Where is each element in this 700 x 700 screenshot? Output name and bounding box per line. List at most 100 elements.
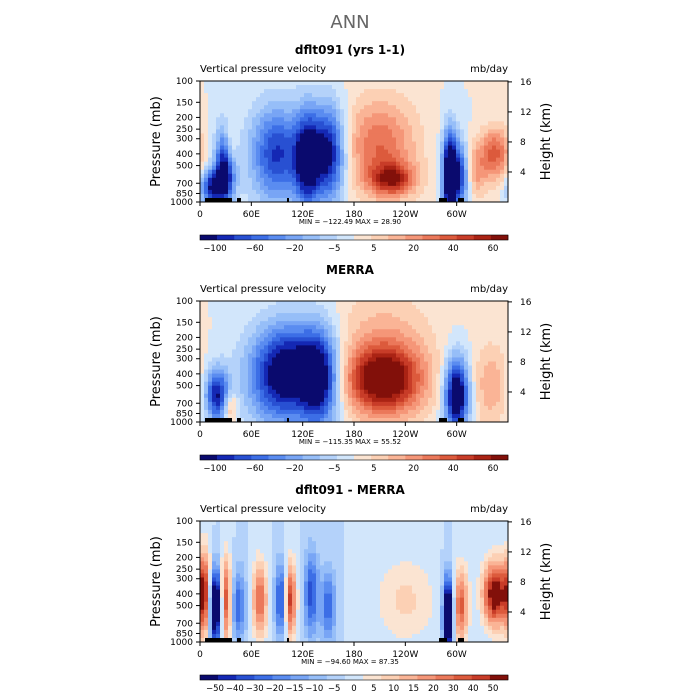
heatmap-cell bbox=[332, 145, 337, 150]
heatmap-cell bbox=[380, 181, 385, 187]
heatmap-cell bbox=[448, 117, 453, 122]
heatmap-cell bbox=[252, 365, 257, 370]
heatmap-cell bbox=[300, 93, 305, 98]
heatmap-cell bbox=[228, 129, 233, 134]
heatmap-cell bbox=[308, 129, 313, 134]
heatmap-cell bbox=[416, 161, 421, 167]
heatmap-cell bbox=[420, 409, 425, 415]
heatmap-cell bbox=[492, 197, 497, 203]
heatmap-cell bbox=[272, 173, 277, 179]
heatmap-cell bbox=[228, 313, 233, 318]
heatmap-cell bbox=[408, 389, 413, 395]
heatmap-cell bbox=[244, 309, 249, 314]
heatmap-cell bbox=[420, 105, 425, 110]
heatmap-cell bbox=[404, 129, 409, 134]
heatmap-cell bbox=[352, 305, 357, 310]
heatmap-cell bbox=[404, 377, 409, 383]
heatmap-cell bbox=[404, 161, 409, 167]
heatmap-cell bbox=[264, 321, 269, 326]
heatmap-cell bbox=[220, 565, 225, 570]
heatmap-cell bbox=[284, 173, 289, 179]
heatmap-cell bbox=[352, 417, 357, 423]
heatmap-cell bbox=[356, 385, 361, 391]
heatmap-cell bbox=[364, 301, 369, 306]
heatmap-cell bbox=[396, 97, 401, 102]
heatmap-cell bbox=[452, 397, 457, 403]
heatmap-cell bbox=[340, 97, 345, 102]
heatmap-cell bbox=[220, 309, 225, 314]
heatmap-cell bbox=[420, 413, 425, 419]
heatmap-cell bbox=[452, 85, 457, 90]
heatmap-cell bbox=[384, 365, 389, 370]
heatmap-cell bbox=[200, 377, 205, 383]
colorbar-swatch bbox=[354, 235, 372, 240]
heatmap-cell bbox=[272, 357, 277, 362]
heatmap-cell bbox=[452, 365, 457, 370]
heatmap-cell bbox=[392, 321, 397, 326]
heatmap-cell bbox=[252, 109, 257, 114]
heatmap-cell bbox=[388, 149, 393, 154]
heatmap-cell bbox=[476, 113, 481, 118]
heatmap-cell bbox=[488, 121, 493, 126]
heatmap-cell bbox=[328, 369, 333, 374]
heatmap-cell bbox=[504, 417, 509, 423]
heatmap-cell bbox=[204, 577, 209, 582]
heatmap-cell bbox=[352, 405, 357, 411]
heatmap-cell bbox=[464, 309, 469, 314]
heatmap-cell bbox=[296, 141, 301, 146]
heatmap-cell bbox=[244, 89, 249, 94]
heatmap-cell bbox=[504, 149, 509, 154]
heatmap-cell bbox=[212, 121, 217, 126]
heatmap-cell bbox=[504, 317, 509, 322]
heatmap-cell bbox=[200, 89, 205, 94]
heatmap-cell bbox=[272, 321, 277, 326]
heatmap-cell bbox=[324, 129, 329, 134]
heatmap-cell bbox=[280, 397, 285, 403]
heatmap-cell bbox=[328, 357, 333, 362]
heatmap-cell bbox=[448, 405, 453, 411]
heatmap-cell bbox=[400, 121, 405, 126]
heatmap-cell bbox=[316, 405, 321, 411]
heatmap-cell bbox=[264, 181, 269, 187]
heatmap-cell bbox=[200, 381, 205, 387]
heatmap-cell bbox=[472, 153, 477, 159]
heatmap-cell bbox=[436, 133, 441, 138]
heatmap-cell bbox=[304, 125, 309, 130]
heatmap-cell bbox=[216, 377, 221, 383]
heatmap-cell bbox=[484, 409, 489, 415]
heatmap-cell bbox=[408, 325, 413, 330]
heatmap-cell bbox=[332, 97, 337, 102]
y2-tick-label: 8 bbox=[520, 358, 526, 368]
heatmap-cell bbox=[460, 133, 465, 138]
heatmap-cell bbox=[316, 365, 321, 370]
heatmap-cell bbox=[236, 181, 241, 187]
heatmap-cell bbox=[224, 173, 229, 179]
heatmap-cell bbox=[440, 109, 445, 114]
heatmap-cell bbox=[344, 405, 349, 411]
heatmap-cell bbox=[252, 385, 257, 391]
heatmap-cell bbox=[200, 633, 205, 639]
heatmap-cell bbox=[216, 557, 221, 562]
heatmap-cell bbox=[372, 341, 377, 346]
heatmap-cell bbox=[416, 349, 421, 354]
heatmap-cell bbox=[248, 373, 253, 379]
heatmap-cell bbox=[284, 157, 289, 163]
heatmap-cell bbox=[372, 161, 377, 167]
heatmap-cell bbox=[420, 197, 425, 203]
heatmap-cell bbox=[436, 349, 441, 354]
heatmap-cell bbox=[252, 141, 257, 146]
heatmap-cell bbox=[320, 157, 325, 163]
heatmap-cell bbox=[232, 417, 237, 423]
heatmap-cell bbox=[432, 137, 437, 142]
heatmap-cell bbox=[472, 149, 477, 154]
heatmap-cell bbox=[284, 81, 289, 86]
heatmap-cell bbox=[440, 385, 445, 391]
heatmap-cell bbox=[464, 369, 469, 374]
heatmap-cell bbox=[424, 325, 429, 330]
heatmap-cell bbox=[276, 365, 281, 370]
heatmap-cell bbox=[244, 197, 249, 203]
heatmap-cell bbox=[360, 181, 365, 187]
heatmap-cell bbox=[364, 185, 369, 191]
heatmap-cell bbox=[456, 405, 461, 411]
